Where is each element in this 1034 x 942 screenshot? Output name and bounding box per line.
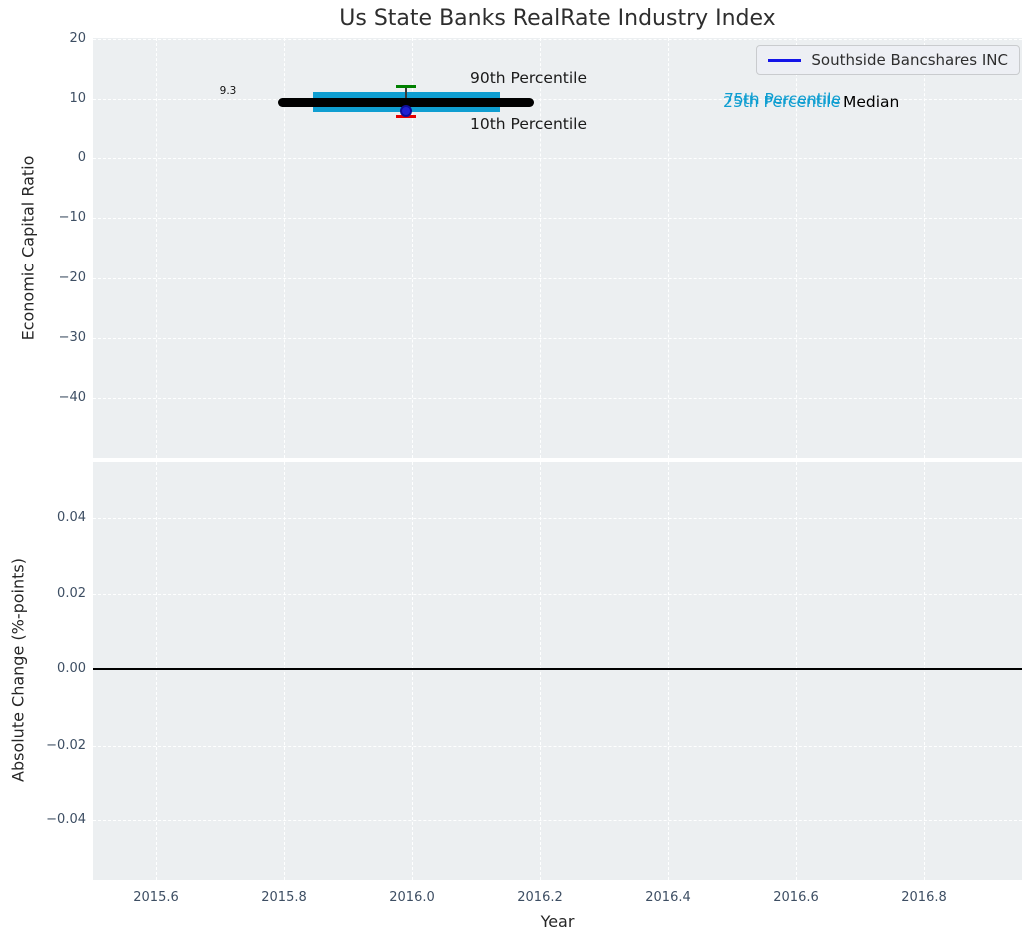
ytick-label: 0.04 — [57, 510, 86, 525]
gridline — [93, 39, 1022, 40]
p25-label: 25th Percentile — [723, 93, 841, 111]
xtick-label: 2016.6 — [773, 890, 819, 905]
legend-series-label: Southside Bancshares INC — [811, 51, 1008, 69]
gridline — [93, 746, 1022, 747]
x-axis-label: Year — [540, 912, 575, 931]
ytick-label: −30 — [58, 330, 86, 345]
median-label: Median — [843, 93, 900, 111]
xtick-label: 2015.6 — [133, 890, 179, 905]
company-data-point — [400, 105, 412, 117]
gridline — [93, 278, 1022, 279]
ytick-label: 20 — [69, 31, 86, 46]
gridline — [93, 99, 1022, 100]
ytick-label: −10 — [58, 210, 86, 225]
legend-line-sample — [768, 58, 802, 62]
p75-label: 75th Percentile — [724, 90, 842, 108]
gridline — [540, 462, 541, 880]
gridline — [284, 462, 285, 880]
top-y-axis-label: Economic Capital Ratio — [18, 155, 38, 341]
xtick-label: 2016.0 — [389, 890, 435, 905]
ytick-label: −0.02 — [46, 738, 86, 753]
gridline — [93, 594, 1022, 595]
gridline — [156, 462, 157, 880]
p10-label: 10th Percentile — [470, 115, 588, 133]
zero-reference-line — [93, 668, 1022, 670]
xtick-label: 2015.8 — [261, 890, 307, 905]
gridline — [412, 462, 413, 880]
gridline — [540, 38, 541, 458]
chart-title: Us State Banks RealRate Industry Index — [339, 6, 776, 31]
gridline — [412, 38, 413, 458]
p90-whisker-cap — [396, 85, 416, 88]
absolute-change-plot — [93, 462, 1022, 880]
gridline — [93, 338, 1022, 339]
ytick-label: 0.00 — [57, 661, 86, 676]
ytick-label: 10 — [69, 91, 86, 106]
gridline — [796, 38, 797, 458]
xtick-label: 2016.8 — [901, 890, 947, 905]
median-line — [278, 98, 534, 107]
gridline — [284, 38, 285, 458]
gridline — [796, 462, 797, 880]
gridline — [93, 518, 1022, 519]
gridline — [156, 38, 157, 458]
gridline — [668, 462, 669, 880]
ytick-label: 0 — [77, 150, 86, 165]
median-value-label: 9.3 — [219, 85, 237, 97]
gridline — [668, 38, 669, 458]
gridline — [93, 218, 1022, 219]
ytick-label: 0.02 — [57, 586, 86, 601]
bottom-y-axis-label: Absolute Change (%-points) — [8, 558, 28, 782]
gridline — [924, 462, 925, 880]
p90-label: 90th Percentile — [470, 69, 588, 87]
xtick-label: 2016.2 — [517, 890, 563, 905]
ytick-label: −20 — [58, 270, 86, 285]
gridline — [93, 158, 1022, 159]
gridline — [93, 820, 1022, 821]
gridline — [93, 398, 1022, 399]
xtick-label: 2016.4 — [645, 890, 691, 905]
legend: Southside Bancshares INC — [756, 45, 1020, 75]
ytick-label: −0.04 — [46, 812, 86, 827]
gridline — [924, 38, 925, 458]
economic-capital-ratio-plot: 9.3 90th Percentile 10th Percentile 75th… — [93, 38, 1022, 458]
ytick-label: −40 — [58, 390, 86, 405]
